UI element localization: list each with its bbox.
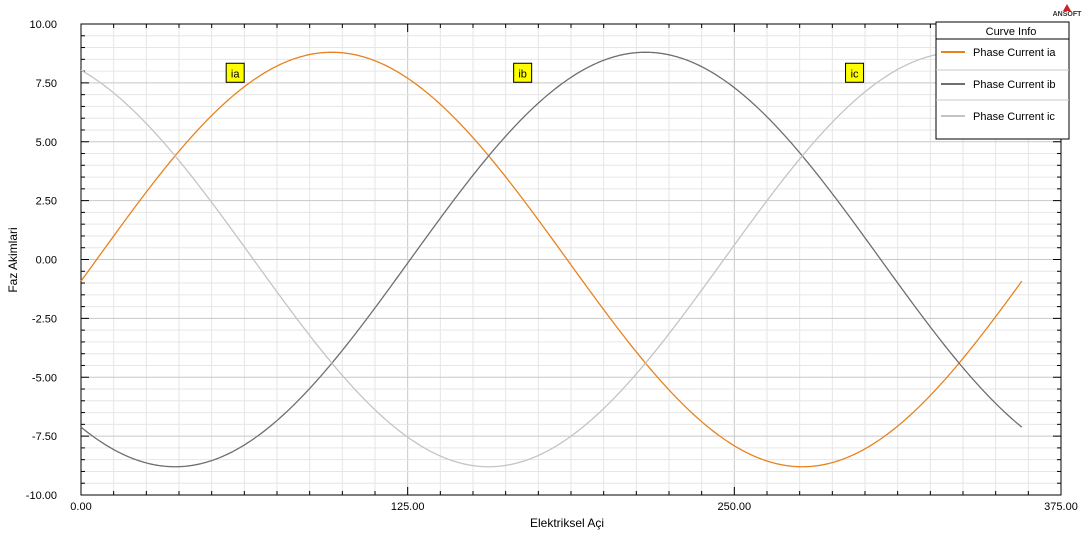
curve-marker-ib: ib — [513, 62, 533, 83]
y-tick-labels: 10.00 7.50 5.00 2.50 0.00 -2.50 -5.00 -7.50 -10.… — [26, 19, 57, 502]
marker-box — [845, 62, 865, 83]
series-line-ib — [80, 51, 1023, 468]
x-axis-title: Elektriksel Açi — [530, 516, 604, 530]
legend-title: Curve Info — [986, 26, 1037, 38]
marker-label: ib — [518, 68, 527, 80]
y-tick-label: -2.50 — [32, 313, 57, 325]
legend: Curve Info Phase Current ia Phase Current… — [935, 21, 1070, 140]
curve-markers: ia ib ic — [225, 62, 865, 83]
curve-marker-ic: ic — [845, 62, 865, 83]
logo-text: ANSOFT — [1053, 11, 1083, 18]
x-tick-label: 375.00 — [1044, 501, 1078, 513]
legend-label-ic: Phase Current ic — [973, 111, 1055, 123]
marker-label: ic — [851, 68, 859, 80]
x-tick-label: 125.00 — [391, 501, 425, 513]
y-tick-label: 0.00 — [36, 255, 57, 267]
x-tick-label: 0.00 — [70, 501, 91, 513]
logo: ANSOFT — [1053, 4, 1083, 18]
x-tick-labels: 0.00 125.00 250.00 375.00 — [70, 501, 1078, 513]
marker-box — [513, 62, 533, 83]
legend-label-ib: Phase Current ib — [973, 79, 1056, 91]
y-tick-label: -5.00 — [32, 372, 57, 384]
y-axis-title: Faz Akimlari — [6, 227, 20, 292]
series-line-ia — [80, 51, 1023, 468]
ansoft-logo-icon — [1063, 4, 1071, 11]
series-line-ic — [80, 51, 1023, 468]
legend-box — [935, 21, 1070, 140]
series-group — [80, 51, 1023, 468]
grid — [80, 23, 1062, 496]
x-tick-label: 250.00 — [718, 501, 752, 513]
marker-box — [225, 62, 245, 83]
y-tick-label: 7.50 — [36, 78, 57, 90]
y-tick-label: -10.00 — [26, 490, 57, 502]
y-tick-label: 10.00 — [29, 19, 57, 31]
tick-marks — [80, 23, 1062, 496]
marker-label: ia — [231, 68, 240, 80]
y-tick-label: -7.50 — [32, 431, 57, 443]
y-tick-label: 5.00 — [36, 137, 57, 149]
legend-label-ia: Phase Current ia — [973, 47, 1056, 59]
y-tick-label: 2.50 — [36, 196, 57, 208]
curve-marker-ia: ia — [225, 62, 245, 83]
